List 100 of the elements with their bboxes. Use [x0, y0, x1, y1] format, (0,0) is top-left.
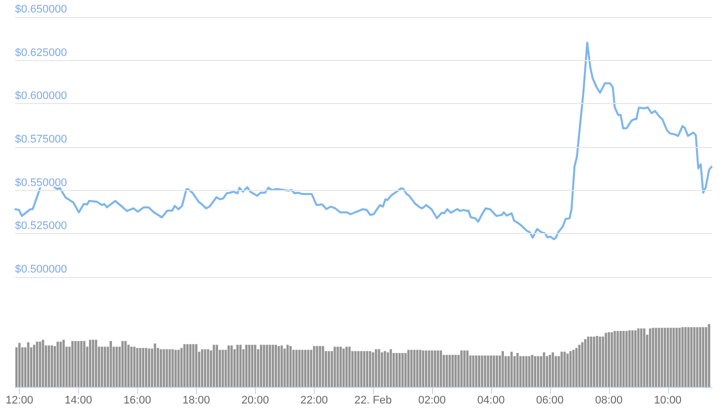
bar: [610, 332, 613, 387]
bar: [502, 351, 504, 387]
x-tick-label: 16:00: [124, 394, 152, 406]
bar: [162, 349, 165, 387]
bar: [614, 330, 616, 387]
x-tick-label: 10:00: [654, 394, 682, 406]
bar: [334, 346, 336, 387]
bar: [216, 344, 218, 387]
bar: [50, 345, 53, 387]
y-tick-label: $0.650000: [15, 4, 67, 16]
bar: [452, 354, 454, 387]
bar: [672, 328, 675, 387]
bar: [83, 341, 86, 387]
bar: [36, 342, 38, 387]
bar: [136, 348, 138, 387]
bar: [536, 356, 540, 387]
bar: [424, 350, 428, 387]
bar: [480, 356, 484, 387]
bar: [310, 350, 312, 387]
bar: [142, 348, 144, 387]
bar: [116, 346, 118, 387]
bar: [466, 350, 469, 387]
bar: [80, 341, 82, 387]
bar: [56, 342, 59, 387]
bar: [616, 330, 619, 387]
bar: [60, 342, 62, 387]
bar: [133, 346, 136, 387]
bar: [702, 327, 704, 387]
bar: [448, 354, 451, 387]
bar: [168, 349, 171, 387]
bar: [446, 354, 448, 387]
bar: [368, 351, 372, 387]
bar: [563, 352, 566, 387]
bar: [27, 342, 30, 387]
bar: [637, 328, 640, 387]
bar: [660, 328, 664, 387]
bar: [224, 350, 227, 387]
bar: [581, 342, 584, 387]
bar: [590, 336, 592, 387]
bar: [363, 351, 366, 387]
bar: [230, 345, 233, 387]
bar: [189, 344, 192, 387]
bar: [525, 356, 528, 387]
bar: [336, 346, 339, 387]
bar: [398, 352, 401, 387]
bar: [284, 348, 286, 387]
x-tick-label: 04:00: [477, 394, 505, 406]
bar: [222, 350, 224, 387]
bar: [619, 330, 622, 387]
bar: [301, 350, 304, 387]
bar: [640, 328, 642, 387]
bar: [587, 336, 590, 387]
bar: [690, 327, 693, 387]
y-tick-label: $0.500000: [15, 264, 67, 276]
y-tick-label: $0.525000: [15, 220, 67, 232]
bar: [648, 328, 652, 387]
bar: [366, 351, 368, 387]
bar: [307, 350, 310, 387]
bar: [172, 349, 174, 387]
bar: [560, 352, 563, 387]
bar: [340, 346, 342, 387]
x-tick-label: 14:00: [64, 394, 92, 406]
bar: [272, 344, 274, 387]
bar: [699, 327, 702, 387]
bar: [110, 341, 112, 387]
bar: [166, 349, 168, 387]
x-tick-label: 18:00: [182, 394, 210, 406]
bar: [534, 356, 536, 387]
bar: [390, 349, 392, 387]
bar: [342, 348, 345, 387]
bar: [245, 344, 248, 387]
bar: [634, 330, 637, 387]
bar: [396, 352, 398, 387]
bar: [278, 346, 280, 387]
bar: [472, 356, 474, 387]
bar: [592, 336, 596, 387]
y-tick-label: $0.575000: [15, 134, 67, 146]
bar: [552, 352, 554, 387]
bar: [675, 328, 678, 387]
bar: [104, 346, 106, 387]
bar: [139, 348, 142, 387]
bar: [440, 350, 442, 387]
bar: [531, 354, 534, 387]
bar: [413, 350, 416, 387]
bar: [419, 350, 422, 387]
bar: [528, 356, 530, 387]
bar: [256, 349, 260, 387]
bar: [328, 351, 330, 387]
bar: [89, 340, 92, 387]
bar: [522, 356, 525, 387]
bar: [416, 350, 418, 387]
x-tick-label: 22. Feb: [354, 394, 392, 406]
bar: [360, 351, 362, 387]
bar: [200, 349, 204, 387]
bar: [608, 332, 610, 387]
bar: [304, 350, 306, 387]
bar: [475, 356, 478, 387]
bar: [192, 344, 194, 387]
bar: [48, 345, 50, 387]
x-tick-label: 08:00: [595, 394, 623, 406]
